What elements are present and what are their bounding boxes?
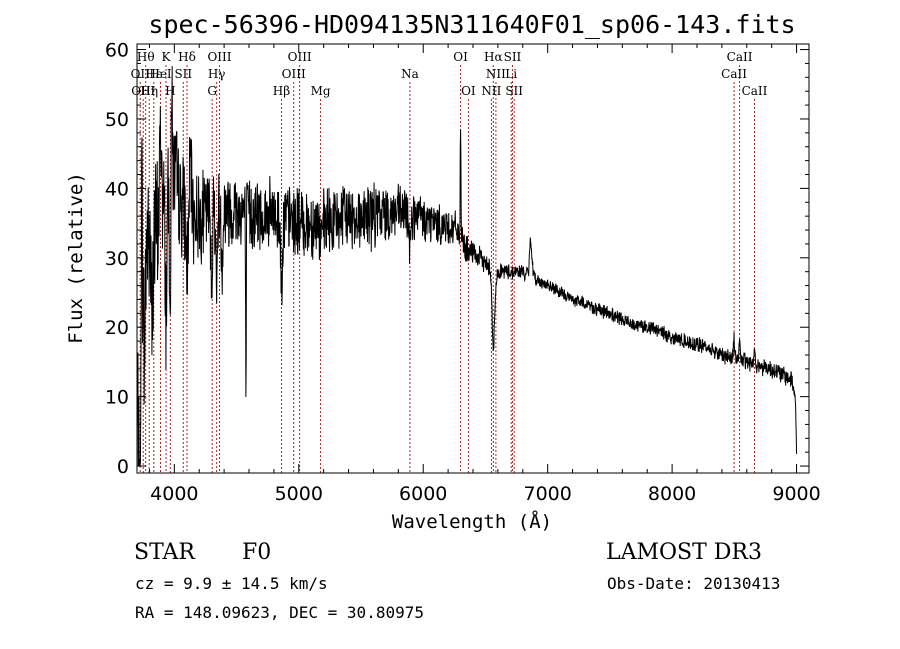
line-marker-labels: OIIOIIIHθHηHεHeIKHSIIHδGHγOIIIHβOIIIOIII… xyxy=(131,50,768,98)
y-tick-label: 60 xyxy=(105,40,129,62)
line-marker-label: K xyxy=(162,50,172,64)
line-marker-label: Li xyxy=(505,67,517,81)
x-tick-label: 6000 xyxy=(399,483,447,505)
line-marker-label: Mg xyxy=(311,84,331,98)
y-axis-ticks: 0 10 20 30 40 50 60 xyxy=(105,40,809,478)
chart-title: spec-56396-HD094135N311640F01_sp06-143.f… xyxy=(148,10,795,39)
line-marker-label: Hγ xyxy=(208,67,226,81)
line-marker-label: SII xyxy=(504,50,522,64)
line-marker-label: CaII xyxy=(742,84,768,98)
line-marker-label: Hε xyxy=(145,67,162,81)
survey-name: LAMOST DR3 xyxy=(606,540,762,565)
line-marker-label: Hθ xyxy=(137,50,155,64)
spectrum-line xyxy=(136,66,798,467)
line-marker-label: Hη xyxy=(140,84,158,98)
observation-date: Obs-Date: 20130413 xyxy=(607,574,781,593)
y-tick-label: 30 xyxy=(105,248,129,270)
x-tick-label: 9000 xyxy=(772,483,820,505)
line-marker-label: G xyxy=(207,84,217,98)
line-marker-label: NII xyxy=(486,67,506,81)
y-tick-label: 20 xyxy=(105,317,129,339)
y-tick-label: 10 xyxy=(105,387,129,409)
redshift-velocity: cz = 9.9 ± 14.5 km/s xyxy=(135,574,328,593)
line-marker-label: NII xyxy=(481,84,501,98)
x-tick-label: 5000 xyxy=(275,483,323,505)
line-marker-label: Hα xyxy=(484,50,503,64)
x-tick-label: 7000 xyxy=(523,483,571,505)
line-marker-label: OI xyxy=(461,84,476,98)
coordinates: RA = 148.09623, DEC = 30.80975 xyxy=(135,603,424,622)
line-marker-label: OIII xyxy=(207,50,231,64)
y-tick-label: 50 xyxy=(105,109,129,131)
line-marker-label: HeI xyxy=(149,67,172,81)
line-marker-label: OI xyxy=(453,50,468,64)
spectral-subclass: F0 xyxy=(242,540,272,565)
line-markers xyxy=(139,65,755,473)
line-marker-label: OII xyxy=(131,67,151,81)
y-tick-label: 0 xyxy=(117,456,129,478)
line-marker-label: Hβ xyxy=(273,84,290,98)
y-axis-label: Flux (relative) xyxy=(65,172,87,344)
line-marker-label: Hδ xyxy=(178,50,196,64)
line-marker-label: SII xyxy=(505,84,523,98)
line-marker-label: CaII xyxy=(727,50,753,64)
line-marker-label: Na xyxy=(401,67,419,81)
line-marker-label: H xyxy=(165,84,175,98)
x-axis-label: Wavelength (Å) xyxy=(392,510,552,533)
object-class: STAR xyxy=(134,540,195,565)
x-axis-ticks: 4000 5000 6000 7000 8000 9000 xyxy=(148,44,821,505)
line-marker-label: SII xyxy=(174,67,192,81)
y-tick-label: 40 xyxy=(105,178,129,200)
x-tick-label: 4000 xyxy=(150,483,198,505)
x-tick-label: 8000 xyxy=(648,483,696,505)
line-marker-label: OIII xyxy=(288,50,312,64)
line-marker-label: CaII xyxy=(721,67,747,81)
line-marker-label: OIII xyxy=(282,67,306,81)
